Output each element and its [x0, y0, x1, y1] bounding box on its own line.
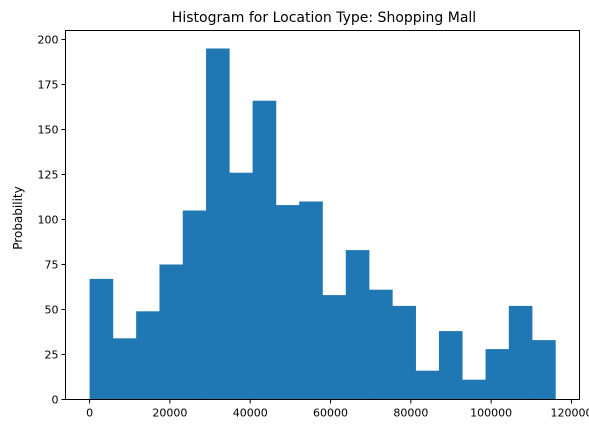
histogram-bar — [206, 49, 230, 400]
bars-group — [90, 49, 556, 400]
y-tick-label: 200 — [38, 34, 59, 47]
histogram-bar — [346, 250, 370, 399]
histogram-bar — [299, 202, 323, 400]
y-tick-label: 125 — [38, 169, 59, 182]
y-tick-label: 25 — [45, 349, 59, 362]
histogram-bar — [276, 205, 300, 399]
histogram-bar — [416, 371, 440, 400]
x-tick-label: 20000 — [152, 407, 187, 420]
histogram-bar — [369, 290, 393, 400]
y-tick-label: 50 — [45, 304, 59, 317]
y-tick-label: 0 — [52, 394, 59, 407]
histogram-bar — [509, 306, 533, 400]
histogram-bar — [183, 211, 207, 400]
histogram-bar — [229, 173, 253, 400]
x-tick-label: 40000 — [233, 407, 268, 420]
chart-title: Histogram for Location Type: Shopping Ma… — [172, 10, 476, 26]
histogram-bar — [159, 265, 183, 400]
histogram-bar — [90, 279, 114, 400]
y-tick-label: 100 — [38, 214, 59, 227]
x-tick-label: 100000 — [470, 407, 512, 420]
histogram-bar — [136, 311, 160, 399]
histogram-bar — [323, 295, 347, 399]
x-tick-label: 80000 — [393, 407, 428, 420]
y-tick-label: 150 — [38, 124, 59, 137]
histogram-bar — [486, 349, 510, 399]
y-axis-label: Probability — [11, 186, 25, 249]
histogram-bar — [392, 306, 416, 400]
histogram-bar — [113, 338, 137, 399]
histogram-bar — [462, 380, 486, 400]
histogram-bar — [439, 331, 463, 399]
x-tick-label: 60000 — [313, 407, 348, 420]
y-tick-label: 75 — [45, 259, 59, 272]
x-tick-label: 0 — [86, 407, 93, 420]
histogram-bar — [532, 340, 556, 399]
y-tick-label: 175 — [38, 79, 59, 92]
x-tick-label: 120000 — [550, 407, 589, 420]
histogram-bar — [253, 101, 277, 400]
